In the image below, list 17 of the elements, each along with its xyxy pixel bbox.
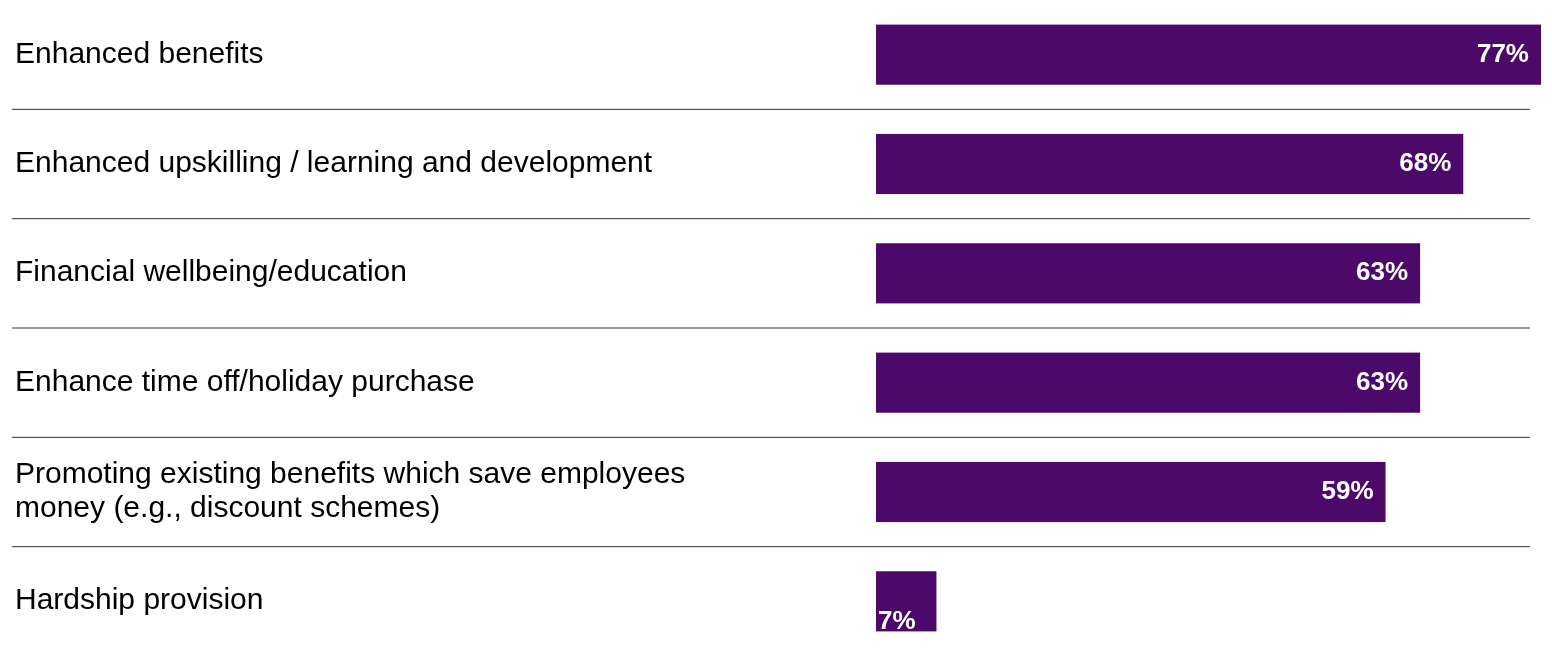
data-label: 59%: [1321, 474, 1374, 505]
bar: [876, 24, 1541, 85]
bar: [876, 461, 1386, 523]
y-tick-label: Hardship provision: [15, 582, 264, 616]
data-label: 63%: [1356, 365, 1409, 396]
y-tick-label: Enhance time off/holiday purchase: [15, 363, 475, 397]
bar: [876, 133, 1464, 195]
data-label: 7%: [878, 605, 916, 636]
y-tick-label: Promoting existing benefits which save employees money (e.g., discount schemes): [15, 455, 686, 524]
y-tick-label: Enhanced benefits: [15, 35, 264, 69]
y-tick-label: Financial wellbeing/education: [15, 254, 407, 288]
data-label: 63%: [1356, 256, 1409, 287]
data-label: 68%: [1399, 146, 1452, 177]
bar: [876, 352, 1421, 413]
bar: [876, 243, 1421, 304]
data-label: 77%: [1476, 37, 1529, 68]
y-tick-label: Enhanced upskilling / learning and development: [15, 144, 653, 178]
